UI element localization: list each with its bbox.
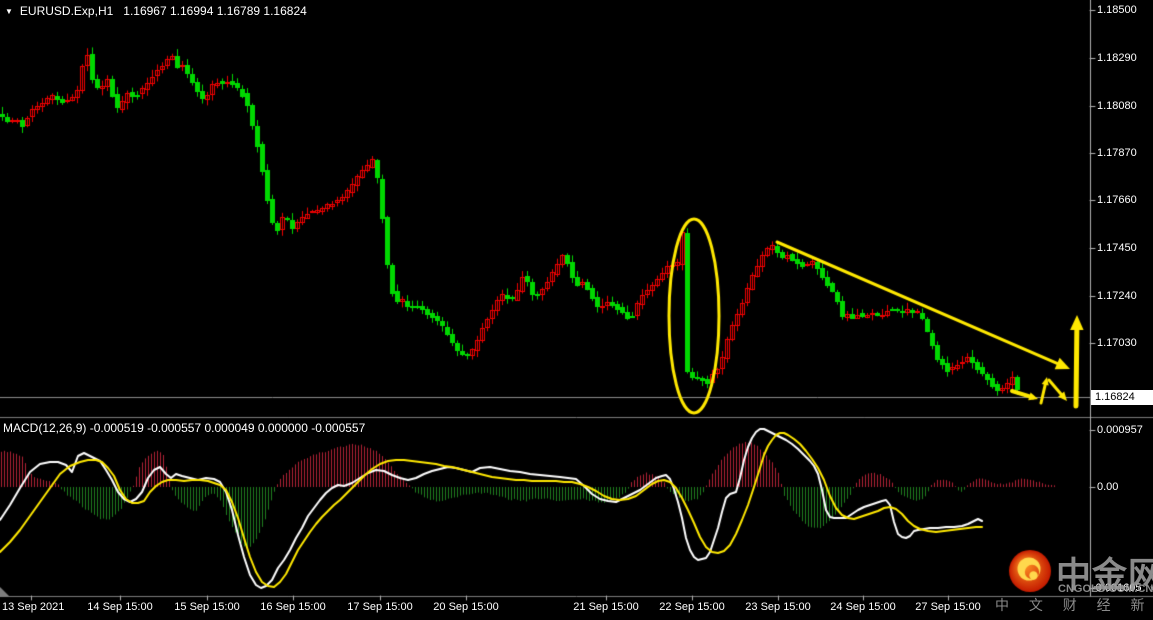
time-axis-label: 27 Sep 15:00: [915, 601, 981, 613]
time-axis-label: 17 Sep 15:00: [347, 601, 413, 613]
price-axis-label: 1.17240: [1097, 290, 1137, 302]
time-axis-label: 20 Sep 15:00: [433, 601, 499, 613]
price-axis-label: 1.18080: [1097, 100, 1137, 112]
current-price-badge: 1.16824: [1091, 390, 1153, 405]
time-axis-label: 14 Sep 15:00: [87, 601, 153, 613]
watermark-brand: 中金网: [1056, 556, 1153, 595]
chart-title-bar: ▼ EURUSD.Exp,H1 1.16967 1.16994 1.16789 …: [5, 4, 307, 18]
time-axis-label: 15 Sep 15:00: [174, 601, 240, 613]
time-axis-label: 22 Sep 15:00: [659, 601, 725, 613]
macd-axis-label: -0.001605: [1092, 582, 1142, 594]
time-axis-label: 24 Sep 15:00: [830, 601, 896, 613]
price-axis-label: 1.17870: [1097, 147, 1137, 159]
ohlc-quotes: 1.16967 1.16994 1.16789 1.16824: [123, 4, 307, 18]
watermark-tagline: 中 文 财 经 新 媒 体: [995, 597, 1153, 613]
price-axis-label: 1.18290: [1097, 52, 1137, 64]
time-axis-label: 13 Sep 2021: [2, 601, 65, 613]
watermark-domain: CNGOLD.COM.CN: [1058, 583, 1153, 595]
symbol-dropdown-icon[interactable]: ▼: [5, 6, 13, 16]
price-axis-label: 1.17660: [1097, 194, 1137, 206]
price-axis-label: 1.17030: [1097, 337, 1137, 349]
macd-axis-label: 0.000957: [1097, 424, 1143, 436]
time-axis-label: 23 Sep 15:00: [745, 601, 811, 613]
time-axis-label: 21 Sep 15:00: [573, 601, 639, 613]
macd-axis-label: 0.00: [1097, 481, 1119, 493]
symbol-timeframe-label: EURUSD.Exp,H1: [19, 4, 114, 18]
price-axis-label: 1.18500: [1097, 4, 1137, 16]
time-axis-label: 16 Sep 15:00: [260, 601, 326, 613]
macd-indicator-label: MACD(12,26,9) -0.000519 -0.000557 0.0000…: [3, 421, 366, 435]
price-axis-label: 1.17450: [1097, 242, 1137, 254]
